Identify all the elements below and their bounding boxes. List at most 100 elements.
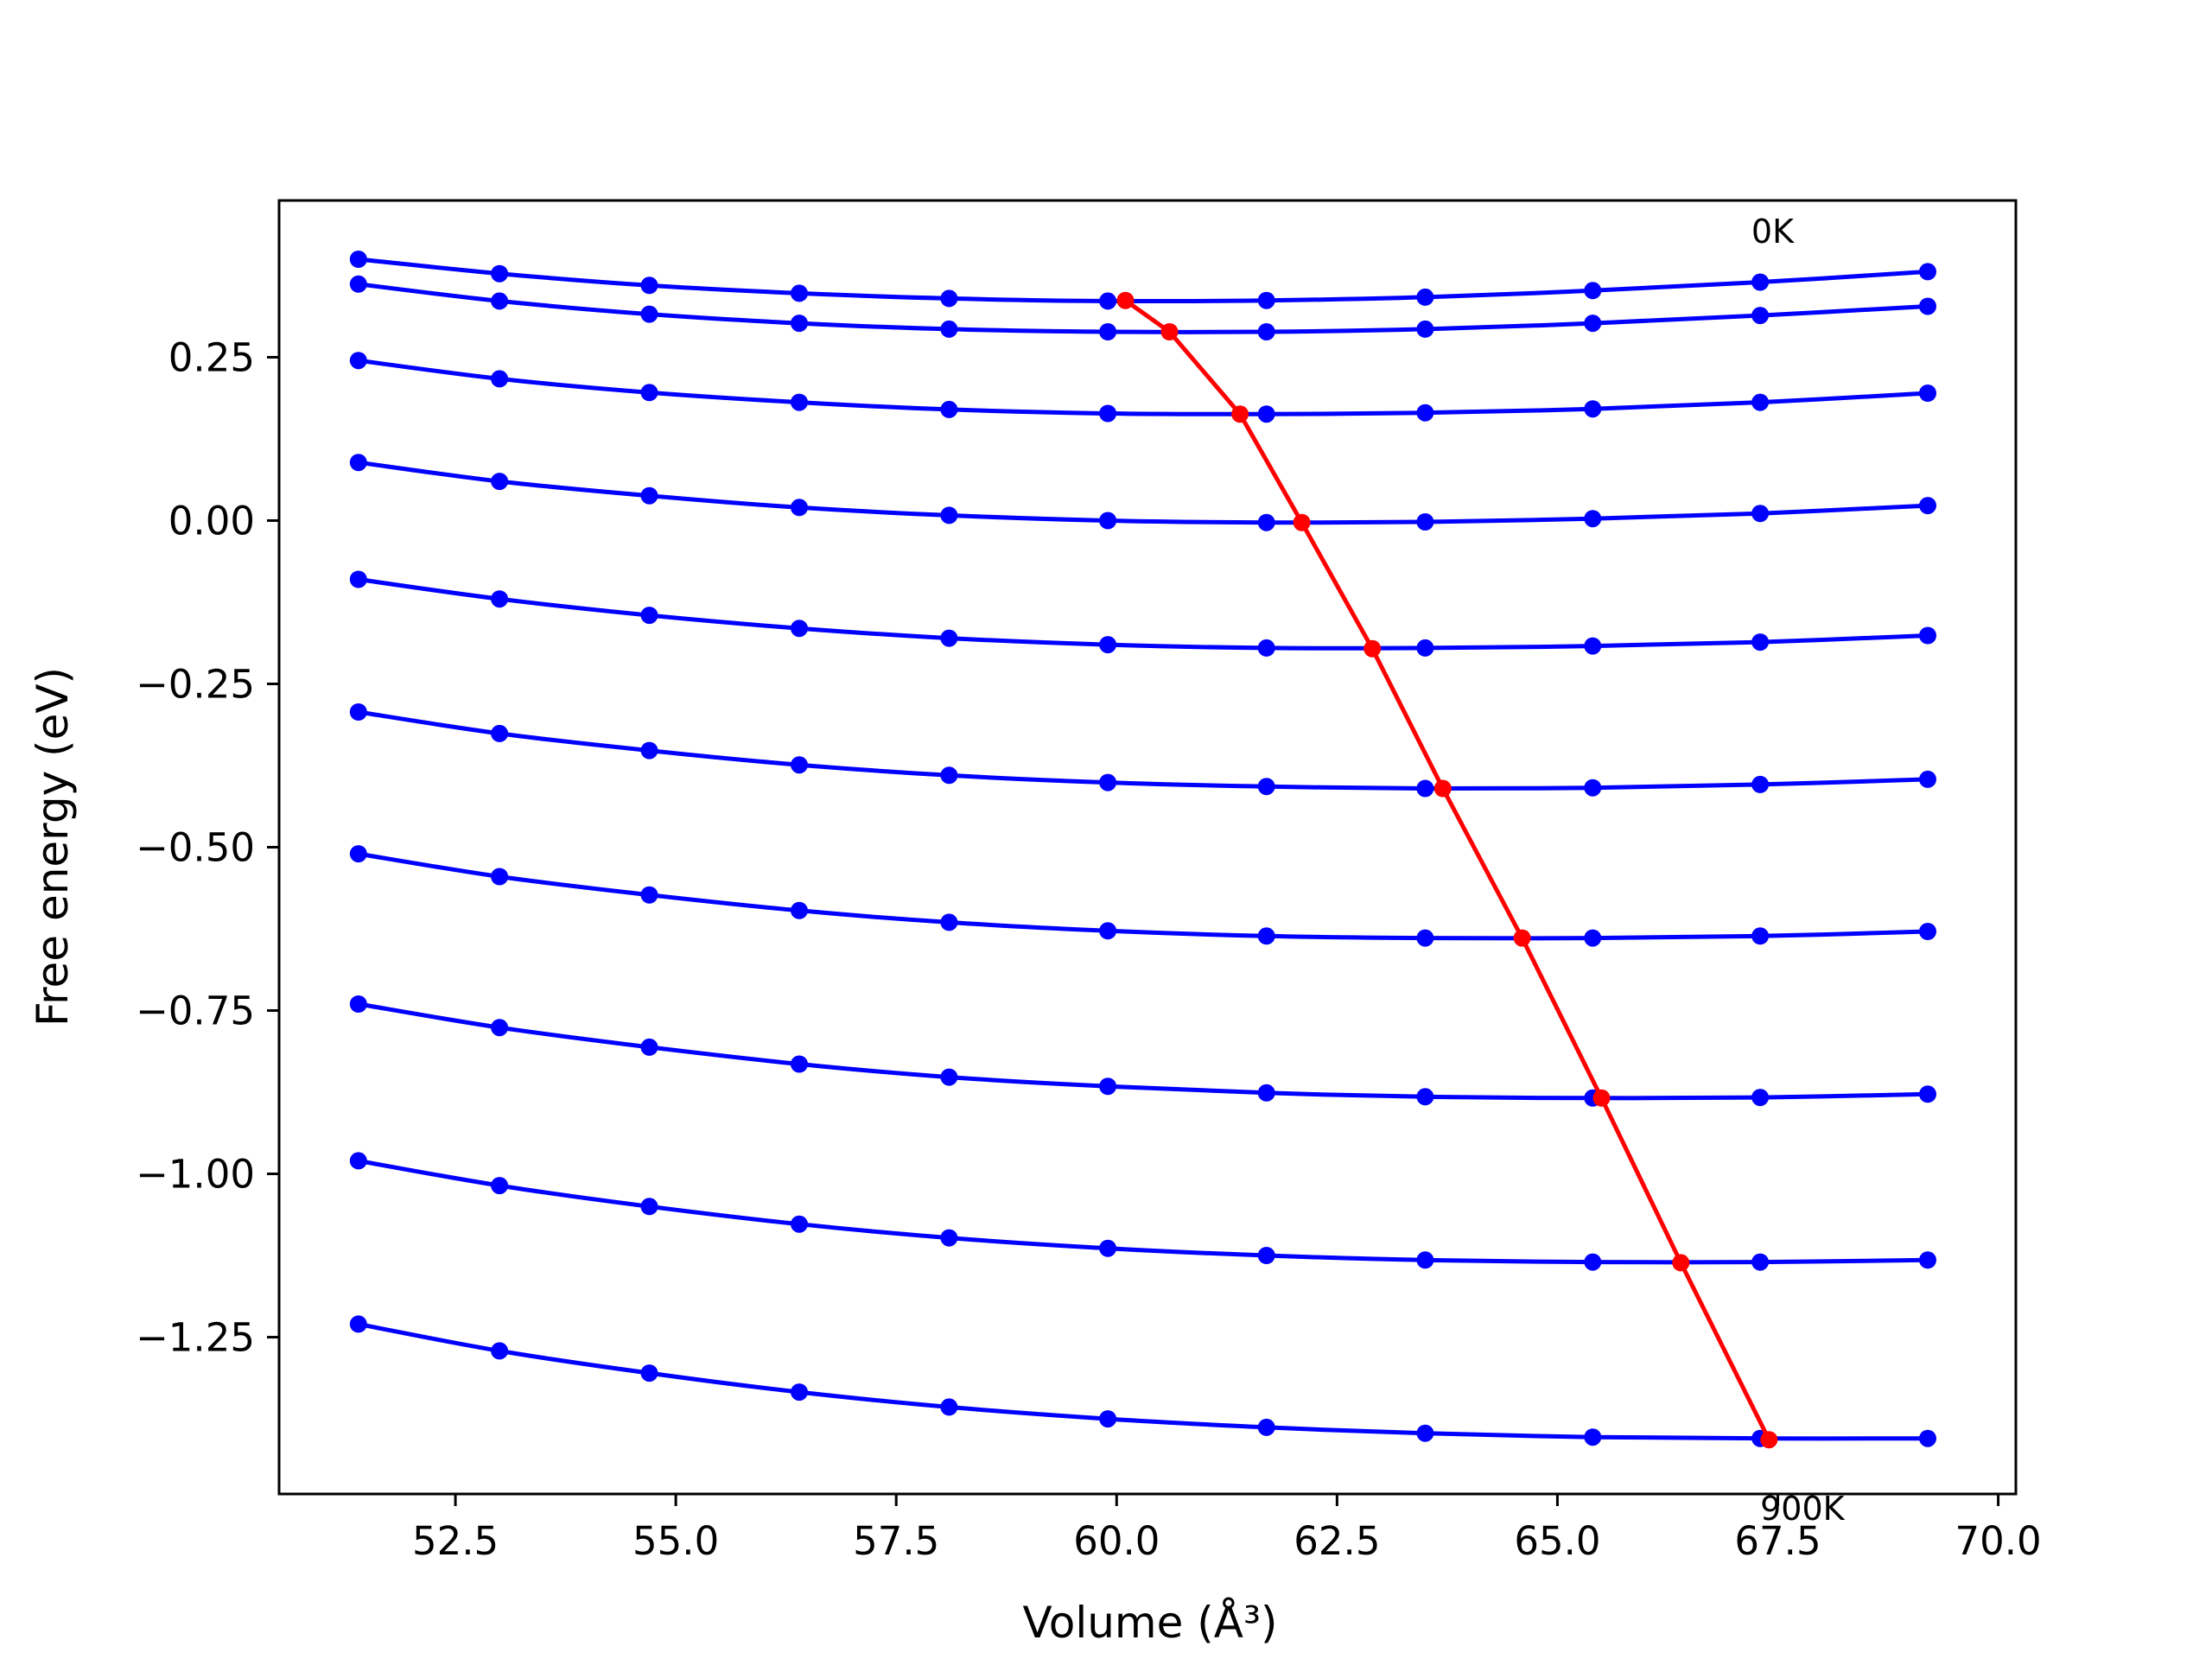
curve-6-point-8: [1416, 779, 1434, 798]
curve-8-point-4: [791, 1055, 808, 1073]
minimum-point-2: [1160, 323, 1179, 340]
curve-1-point-5: [940, 289, 958, 308]
y-tick-label: −1.00: [136, 1152, 255, 1198]
minimum-path-layer: [1116, 291, 1778, 1449]
curve-9-point-1: [349, 1152, 367, 1170]
curve-2-point-6: [1099, 323, 1117, 340]
curve-9-point-10: [1751, 1253, 1770, 1271]
curve-6-point-2: [491, 724, 509, 742]
x-axis-ticks: 52.5 55.0 57.5 60.0 62.5 65.0 67.5 70.0: [412, 1494, 2042, 1564]
x-tick-label: 70.0: [1955, 1518, 2041, 1564]
curve-9-point-4: [791, 1215, 808, 1233]
y-tick-label: −1.25: [136, 1315, 255, 1361]
curve-1-point-1: [349, 251, 367, 268]
curve-1-point-8: [1416, 288, 1434, 306]
curve-4-point-8: [1416, 513, 1434, 531]
curve-3-point-7: [1257, 405, 1275, 423]
curve-10-point-4: [791, 1383, 808, 1402]
curve-9-point-9: [1584, 1253, 1602, 1271]
x-tick-label: 60.0: [1073, 1518, 1160, 1564]
curve-9-point-3: [640, 1198, 658, 1216]
minimum-point-10: [1760, 1431, 1778, 1449]
minimum-point-6: [1433, 779, 1452, 798]
annotations-layer: 0K 900K: [1751, 213, 1846, 1528]
curve-7-point-9: [1584, 929, 1602, 947]
curve-5-point-5: [940, 629, 958, 647]
curve-7-point-11: [1919, 923, 1936, 940]
curve-9-point-2: [491, 1177, 509, 1195]
curve-6-point-5: [940, 766, 958, 785]
minimum-point-3: [1231, 405, 1249, 423]
curve-6-point-6: [1099, 773, 1117, 791]
curve-5-point-10: [1751, 633, 1770, 652]
curve-6-point-4: [791, 756, 808, 774]
curve-1-point-11: [1919, 263, 1936, 281]
x-tick-label: 55.0: [632, 1518, 719, 1564]
x-tick-label: 52.5: [412, 1518, 499, 1564]
curve-9-point-7: [1257, 1247, 1275, 1264]
curve-4-point-6: [1099, 512, 1117, 530]
curve-4-point-3: [640, 486, 658, 505]
curve-7-point-1: [349, 845, 367, 863]
curve-10-point-8: [1416, 1424, 1434, 1442]
curve-6-point-11: [1919, 770, 1936, 788]
curve-7-point-10: [1751, 927, 1770, 945]
x-tick-label: 57.5: [853, 1518, 939, 1564]
curve-7-point-8: [1416, 929, 1434, 947]
minimum-point-8: [1592, 1089, 1611, 1107]
curve-2-point-7: [1257, 323, 1275, 340]
curve-9-point-11: [1919, 1251, 1936, 1269]
curve-5-point-8: [1416, 639, 1434, 657]
curve-5-point-3: [640, 607, 658, 625]
temperature-annotation-1: 0K: [1751, 213, 1795, 251]
curve-4-point-9: [1584, 510, 1602, 528]
curve-3-point-1: [349, 352, 367, 370]
curve-5-point-9: [1584, 637, 1602, 655]
curve-8-point-11: [1919, 1085, 1936, 1103]
minimum-path-line: [1124, 298, 1771, 1441]
curve-3-point-11: [1919, 385, 1936, 402]
curve-6-point-7: [1257, 778, 1275, 796]
curve-3-point-4: [791, 393, 808, 411]
curve-4-point-7: [1257, 513, 1275, 531]
curve-9-point-6: [1099, 1239, 1117, 1257]
curve-4-point-1: [349, 454, 367, 472]
y-axis-ticks: 0.25 0.00 −0.25 −0.50 −0.75 −1.00 −1.25: [136, 334, 279, 1361]
curve-3-point-8: [1416, 404, 1434, 422]
curve-2-point-1: [349, 275, 367, 293]
minimum-point-7: [1513, 929, 1531, 947]
curve-4-point-11: [1919, 497, 1936, 515]
curve-8-point-7: [1257, 1084, 1275, 1102]
curve-1-point-6: [1099, 292, 1117, 310]
curve-10-point-5: [940, 1398, 958, 1416]
curve-7-point-3: [640, 886, 658, 904]
curve-10-point-1: [349, 1315, 367, 1333]
curve-9-point-5: [940, 1229, 958, 1247]
curve-2-point-5: [940, 320, 958, 338]
curve-2-point-3: [640, 305, 658, 323]
curve-8-point-2: [491, 1019, 509, 1037]
temperature-annotation-2: 900K: [1760, 1490, 1846, 1528]
curve-2-point-9: [1584, 315, 1602, 333]
curve-2-point-4: [791, 315, 808, 333]
curve-4-point-5: [940, 506, 958, 524]
curve-6-point-3: [640, 741, 658, 760]
curve-1-point-7: [1257, 291, 1275, 309]
curve-3-point-10: [1751, 393, 1770, 411]
curves-layer: [349, 251, 1936, 1447]
curve-1-point-9: [1584, 282, 1602, 300]
curve-4-point-10: [1751, 505, 1770, 523]
curve-6-point-1: [349, 703, 367, 721]
curve-2-point-8: [1416, 320, 1434, 338]
minimum-point-1: [1116, 291, 1135, 309]
curve-5-point-2: [491, 590, 509, 608]
curve-9-point-8: [1416, 1251, 1434, 1269]
curve-1-point-3: [640, 276, 658, 295]
curve-1-point-4: [791, 284, 808, 302]
curve-8-point-5: [940, 1068, 958, 1086]
curve-5-point-11: [1919, 626, 1936, 645]
y-axis-label: Free energy (eV): [28, 667, 78, 1027]
curve-8-point-8: [1416, 1088, 1434, 1106]
curve-7-point-7: [1257, 927, 1275, 945]
